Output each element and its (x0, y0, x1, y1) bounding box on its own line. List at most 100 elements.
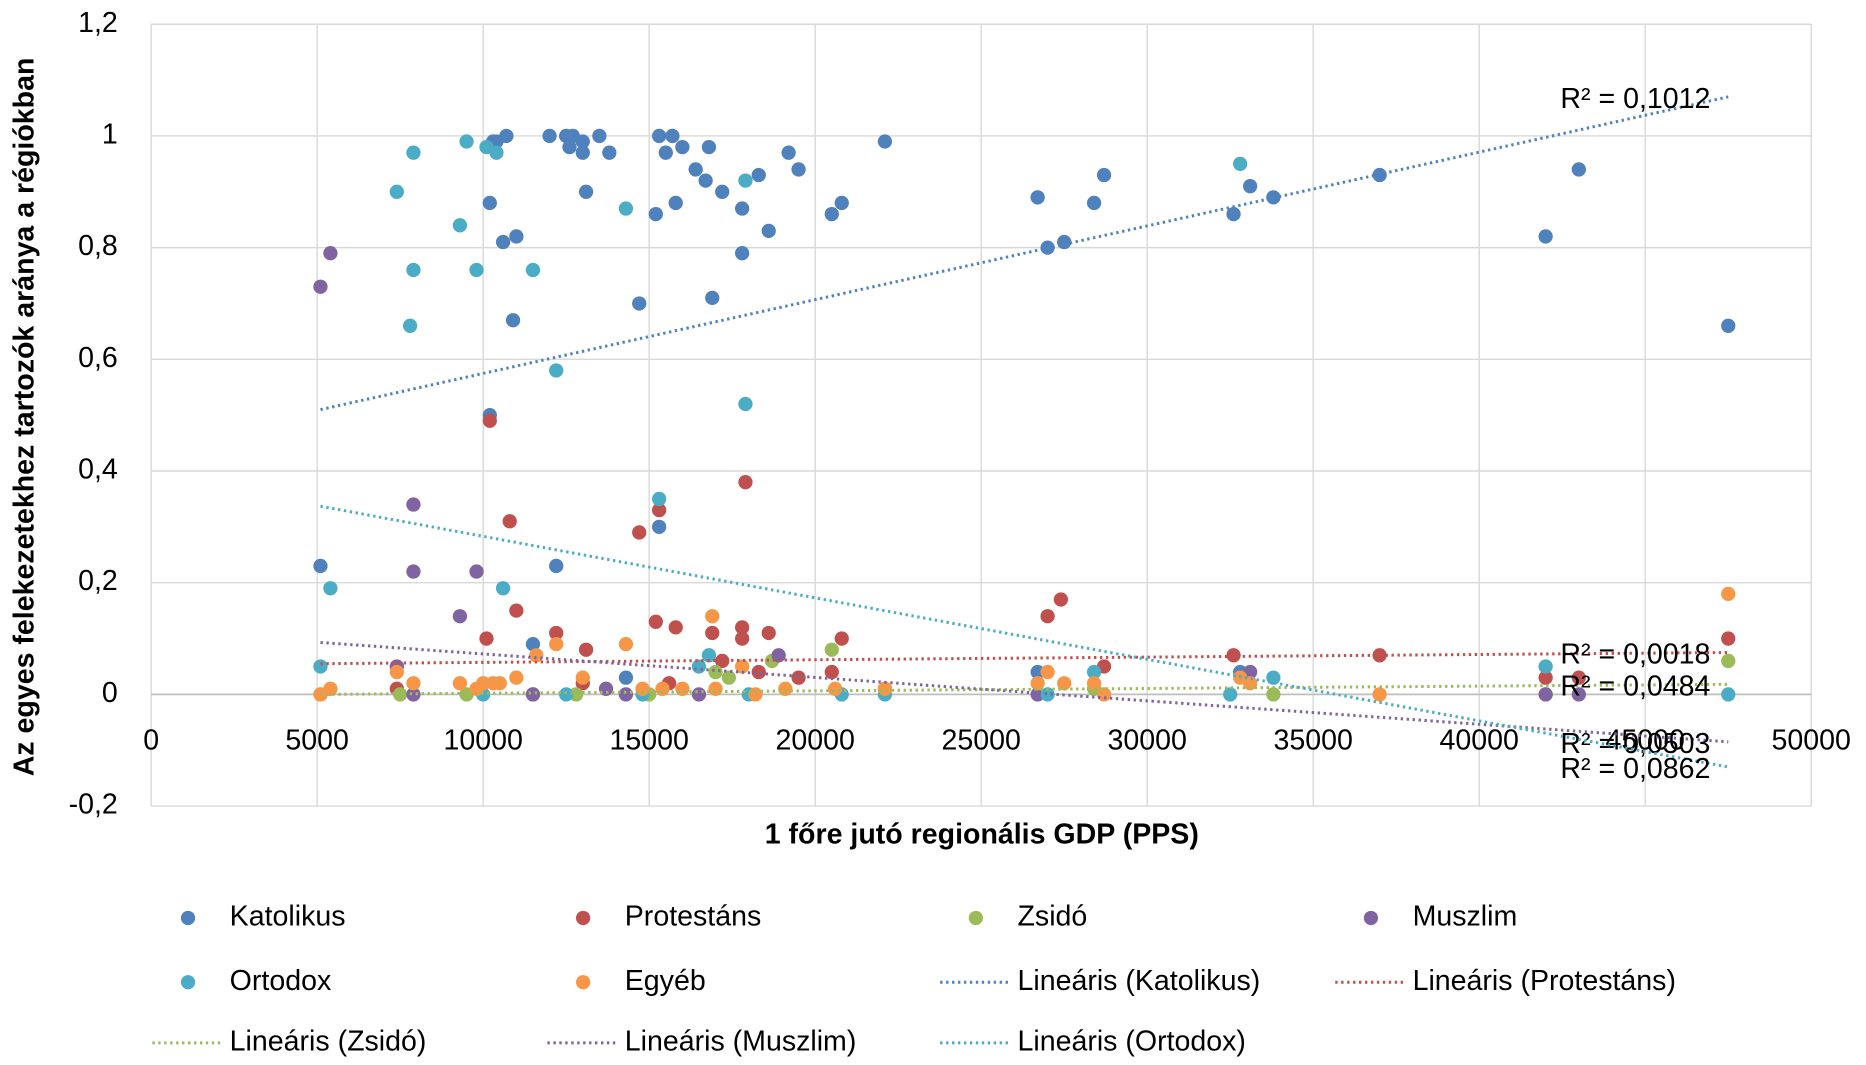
data-point (568, 687, 584, 702)
data-point (495, 581, 511, 596)
data-point (738, 475, 753, 490)
data-point (1721, 653, 1736, 669)
data-point (738, 396, 753, 412)
data-point (668, 620, 683, 635)
data-point (492, 676, 507, 691)
data-point (489, 145, 504, 160)
data-point (1721, 687, 1736, 702)
data-point (313, 558, 328, 574)
data-point (635, 681, 650, 696)
data-point (1040, 664, 1055, 680)
data-point (761, 223, 776, 239)
data-point (1721, 631, 1736, 646)
x-tick-label: 5000 (285, 725, 349, 757)
x-tick-label: 40000 (1440, 725, 1519, 757)
data-point (1226, 206, 1241, 222)
data-point (406, 262, 421, 278)
data-point (313, 279, 328, 294)
data-point (1053, 592, 1069, 607)
data-point (575, 134, 590, 149)
legend-label: Muszlim (1413, 901, 1518, 933)
data-point (648, 614, 663, 629)
data-point (1721, 586, 1736, 602)
data-point (701, 648, 717, 663)
data-point (1096, 687, 1112, 702)
x-tick-label: 35000 (1274, 725, 1353, 757)
data-point (525, 262, 541, 278)
data-point (499, 128, 514, 144)
data-point (651, 128, 667, 144)
data-point (632, 296, 647, 311)
data-point (834, 631, 849, 646)
data-point (668, 195, 683, 211)
data-point (479, 631, 494, 646)
data-point (751, 167, 766, 183)
data-point (658, 145, 673, 160)
data-point (559, 687, 574, 702)
data-point (323, 246, 338, 261)
data-point (618, 670, 634, 685)
data-point (389, 184, 404, 199)
data-point (734, 246, 750, 261)
x-tick-label: 15000 (609, 725, 688, 757)
data-point (738, 173, 753, 188)
data-point (389, 664, 404, 680)
data-point (1571, 687, 1586, 702)
data-point (748, 687, 763, 702)
data-point (1538, 659, 1553, 674)
data-point (1030, 687, 1045, 702)
r2-label: R² = 0,0503 (1560, 728, 1710, 760)
x-tick-label: 45000 (1606, 725, 1685, 757)
data-point (715, 184, 730, 199)
legend-label: Protestáns (625, 901, 761, 933)
data-point (734, 201, 750, 216)
legend-marker (968, 910, 983, 926)
data-point (562, 139, 577, 155)
data-point (406, 564, 421, 579)
data-point (1030, 676, 1045, 691)
data-point (701, 139, 717, 155)
r2-label: R² = 0,1012 (1560, 83, 1710, 115)
legend-label: Lineáris (Ortodox) (1017, 1025, 1245, 1057)
data-point (578, 184, 594, 199)
data-point (698, 173, 713, 188)
trend-line (320, 651, 1729, 666)
data-point (549, 558, 564, 574)
data-point (691, 687, 707, 702)
y-axis-title: Az egyes felekezetekhez tartozók aránya … (9, 58, 41, 777)
data-point (1057, 676, 1072, 691)
legend-marker (180, 975, 196, 990)
data-point (406, 145, 421, 160)
data-point (824, 664, 839, 680)
data-point (834, 195, 849, 211)
x-tick-label: 25000 (942, 725, 1021, 757)
data-point (648, 206, 663, 222)
data-point (721, 670, 736, 685)
data-point (529, 648, 544, 663)
x-tick-label: 0 (143, 725, 159, 757)
legend-label: Ortodox (230, 965, 332, 997)
data-point (705, 609, 720, 624)
data-point (469, 564, 484, 579)
data-point (452, 218, 468, 233)
legend-marker (180, 910, 196, 926)
data-point (313, 659, 328, 674)
data-point (549, 636, 564, 652)
legend-label: Egyéb (625, 965, 706, 997)
data-point (827, 681, 843, 696)
data-point (1226, 648, 1241, 663)
trend-line (320, 95, 1729, 412)
data-point (618, 687, 634, 702)
data-point (824, 206, 839, 222)
data-point (549, 625, 564, 641)
data-point (509, 670, 524, 685)
x-tick-label: 10000 (443, 725, 522, 757)
trend-line (320, 682, 1729, 696)
data-point (509, 229, 524, 244)
y-tick-label: -0,2 (69, 789, 118, 821)
r2-label: R² = 0,0862 (1560, 753, 1710, 785)
legend-marker (575, 910, 591, 926)
data-point (406, 497, 421, 512)
y-tick-label: 0,8 (78, 230, 118, 262)
data-point (734, 620, 750, 635)
